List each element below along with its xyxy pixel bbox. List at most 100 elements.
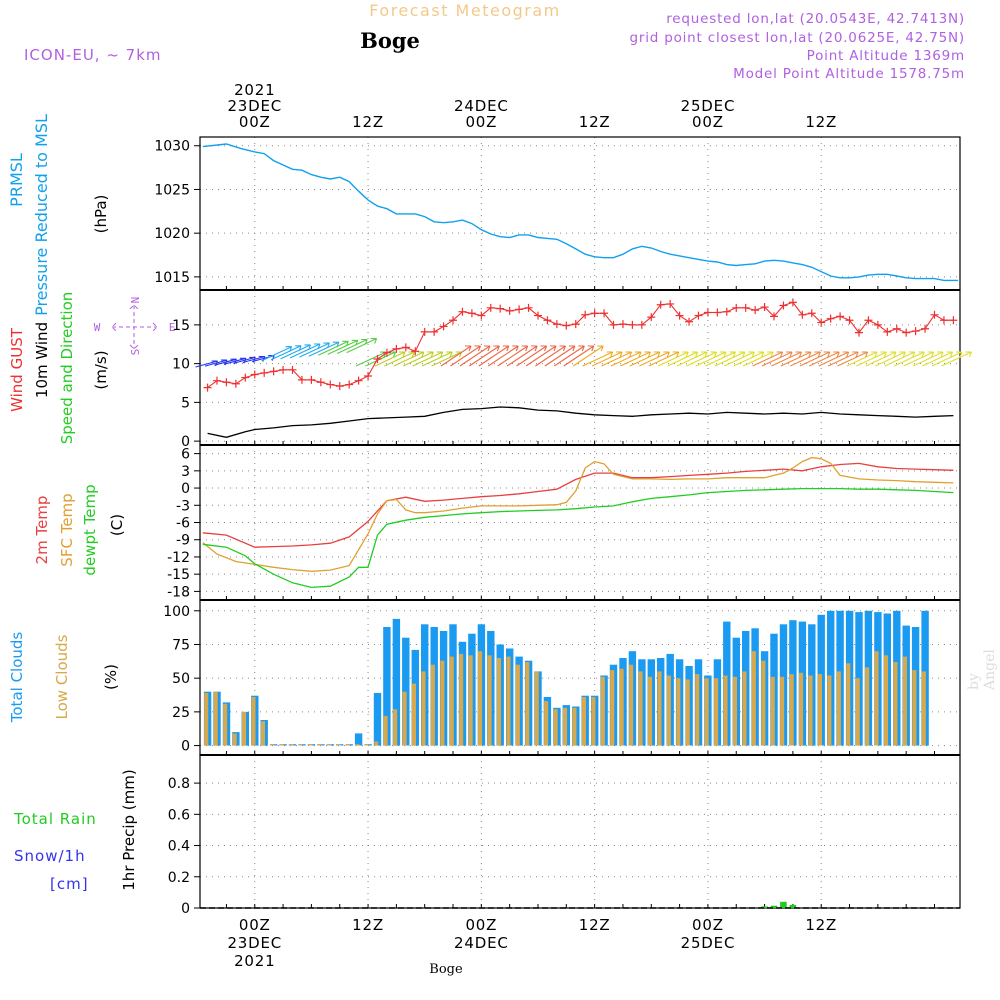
wind-arrow	[242, 355, 265, 364]
top-time-label: 00Z	[239, 113, 271, 131]
y-tick-label: 100	[163, 604, 190, 620]
temperature-panel: 630-3 -6-9-12-15-18	[167, 444, 961, 601]
wind-arrow	[667, 351, 698, 367]
low-cloud-bar	[751, 651, 756, 746]
low-cloud-bar	[629, 664, 634, 746]
gust-marker	[439, 322, 448, 331]
gust-marker	[741, 303, 750, 312]
top-time-label: 24DEC	[454, 97, 509, 115]
compass-east: E	[169, 321, 176, 334]
wind-arrow-head	[474, 345, 481, 352]
compass-arrows	[111, 304, 158, 350]
wind-arrow-head	[587, 345, 595, 352]
gust-marker	[307, 375, 316, 384]
wind-arrow	[790, 351, 821, 367]
wind-arrow	[884, 351, 915, 367]
low-cloud-bar	[355, 744, 360, 746]
wind-arrow-head	[417, 351, 425, 358]
gust-marker	[562, 321, 571, 330]
wind-arrow-head	[493, 345, 500, 352]
wind-arrow	[459, 345, 491, 367]
chart-title: Forecast Meteogram	[369, 1, 560, 20]
wind-arrow	[346, 338, 377, 354]
gust-marker	[788, 298, 797, 307]
low-cloud-bar	[723, 675, 728, 746]
low-cloud-bar	[525, 662, 530, 746]
rain-bar	[761, 906, 768, 908]
location-title: Boge	[360, 28, 420, 53]
wind-arrow	[403, 351, 434, 367]
wind-arrow	[544, 345, 576, 367]
model-label: ICON-EU, ~ 7km	[24, 46, 162, 64]
y-tick-label: 0.4	[168, 839, 190, 855]
wind-arrow	[336, 339, 368, 354]
wind-direction-arrows	[195, 338, 972, 368]
gust-marker	[609, 320, 618, 329]
wind-arrow	[421, 351, 453, 367]
low-cloud-bar	[780, 676, 785, 746]
y-tick-label: 0	[181, 901, 190, 917]
y-tick-label: 0	[181, 739, 190, 755]
wind-arrow-head	[408, 351, 415, 358]
y-tick-label: 6	[181, 447, 190, 463]
total-cloud-label: Total Clouds	[8, 632, 26, 724]
gust-label: Wind GUST	[8, 327, 26, 412]
footer-location: Boge	[429, 962, 463, 977]
y-tick-label: 0.2	[168, 870, 190, 886]
wind-arrow	[799, 351, 831, 367]
gust-marker	[401, 343, 410, 352]
y-tick-label: 1025	[154, 182, 190, 198]
wind-arrow	[374, 351, 406, 367]
gust-marker	[316, 378, 325, 387]
low-cloud-bar	[742, 671, 747, 746]
low-cloud-bar	[761, 660, 766, 746]
rain-bar	[770, 905, 778, 908]
low-cloud-bar	[242, 711, 247, 746]
gust-marker	[392, 344, 401, 353]
low-cloud-bar	[581, 697, 586, 746]
low-cloud-bar	[260, 721, 265, 746]
low-cloud-bar	[836, 671, 841, 746]
wind-arrow	[912, 351, 944, 367]
gust-marker	[628, 320, 637, 329]
gust-marker	[552, 320, 561, 329]
wind-arrow	[856, 351, 887, 367]
dewpt-line	[202, 487, 954, 589]
wind-arrow	[620, 351, 651, 367]
wind-arrow-head	[549, 345, 557, 352]
gust-marker	[496, 304, 505, 313]
low-cloud-bar	[902, 656, 907, 746]
wind-arrow-head	[776, 351, 784, 358]
low-cloud-bar	[383, 715, 388, 746]
y-tick-label: 10	[172, 357, 190, 373]
wind-arrow-head	[833, 351, 840, 358]
wind-arrow-head	[823, 351, 831, 358]
wind-arrow-head	[918, 351, 925, 358]
wind-arrow	[601, 351, 632, 367]
low-cloud-bar	[799, 672, 804, 746]
grid-point-coords: grid point closest lon,lat (20.0625E, 42…	[629, 30, 965, 46]
gust-marker	[666, 299, 675, 308]
gust-marker	[770, 312, 779, 321]
low-cloud-bar	[440, 660, 445, 746]
bottom-time-label: 12Z	[805, 916, 837, 934]
wind-arrow-head	[729, 351, 736, 358]
wind-arrow-head	[427, 351, 434, 358]
low-cloud-bar	[468, 655, 473, 746]
gust-marker	[656, 300, 665, 309]
wind-arrow	[922, 351, 953, 367]
low-cloud-bar	[893, 662, 898, 746]
gust-marker	[543, 316, 552, 325]
top-time-label: 00Z	[465, 113, 497, 131]
wind-arrow-head	[370, 338, 378, 344]
bottom-time-label: 24DEC	[454, 934, 509, 952]
wind-arrow-head	[606, 351, 614, 358]
wind-arrow	[280, 344, 311, 360]
wind-arrow-head	[625, 351, 633, 358]
gust-marker	[703, 308, 712, 317]
low-cloud-bar	[572, 707, 577, 746]
compass-north: N	[129, 297, 142, 304]
gust-marker	[345, 380, 354, 389]
